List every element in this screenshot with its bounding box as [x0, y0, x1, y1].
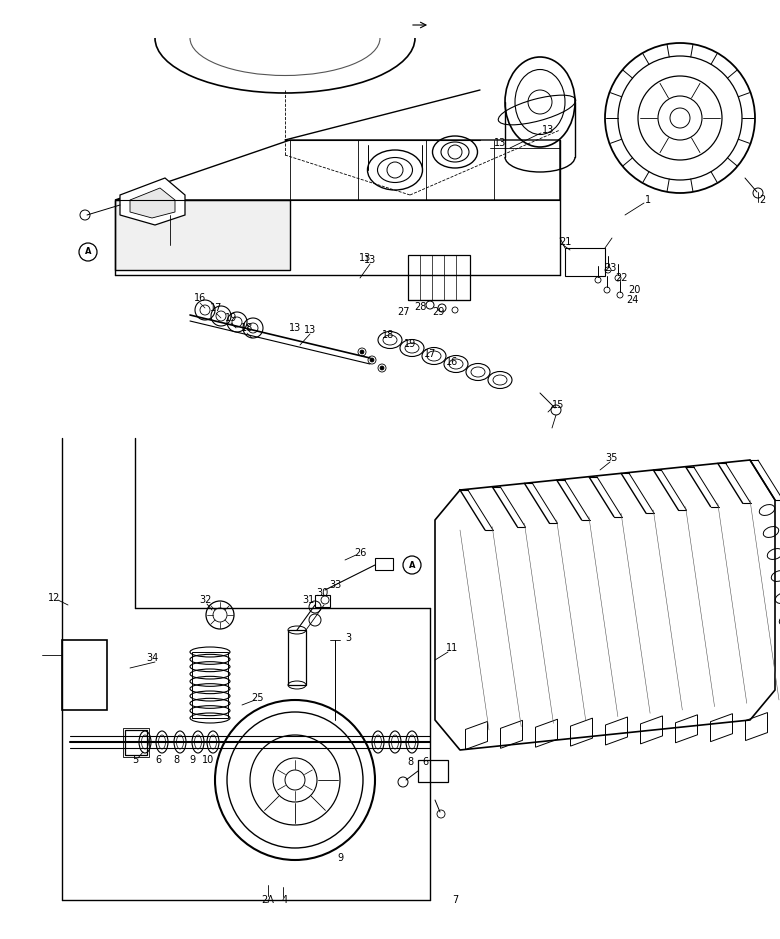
Bar	[565, 248, 605, 276]
Circle shape	[380, 366, 384, 370]
Text: 27: 27	[397, 307, 410, 317]
Text: 7: 7	[452, 895, 458, 905]
Text: 5: 5	[132, 755, 138, 765]
Text: 13: 13	[304, 325, 316, 335]
Text: 32: 32	[199, 595, 211, 605]
Bar	[288, 630, 306, 685]
Polygon shape	[130, 188, 175, 218]
Bar	[375, 558, 393, 570]
Text: 17: 17	[424, 349, 436, 359]
Text: 22: 22	[615, 273, 628, 283]
Text: 28: 28	[414, 302, 426, 312]
Text: 21: 21	[558, 237, 571, 247]
Text: A: A	[85, 248, 91, 256]
Polygon shape	[115, 200, 290, 270]
Polygon shape	[746, 713, 768, 741]
Text: 9: 9	[337, 853, 343, 863]
Text: 26: 26	[354, 548, 366, 558]
Text: 1: 1	[645, 195, 651, 205]
Text: 13: 13	[494, 138, 506, 148]
Text: 4: 4	[282, 895, 288, 905]
Text: 13: 13	[542, 125, 554, 135]
Polygon shape	[501, 720, 523, 748]
Text: 16: 16	[446, 357, 458, 367]
Text: 25: 25	[252, 693, 264, 703]
Text: 13: 13	[289, 323, 301, 333]
Text: 33: 33	[329, 580, 341, 590]
Bar	[418, 760, 448, 782]
Bar	[315, 595, 330, 607]
Text: 11: 11	[446, 643, 458, 653]
Text: 16: 16	[194, 293, 206, 303]
Circle shape	[370, 358, 374, 362]
Text: 34: 34	[146, 653, 158, 663]
Text: 13: 13	[364, 255, 376, 265]
Text: 24: 24	[626, 295, 638, 305]
Text: 9: 9	[189, 755, 195, 765]
Polygon shape	[640, 716, 662, 744]
Text: 18: 18	[241, 323, 254, 333]
Text: A: A	[409, 561, 415, 569]
Text: 12: 12	[48, 593, 60, 603]
Text: 2A: 2A	[261, 895, 275, 905]
Polygon shape	[605, 717, 627, 745]
Polygon shape	[711, 714, 732, 742]
Text: 35: 35	[606, 453, 619, 463]
Bar	[62, 640, 107, 710]
Text: 18: 18	[382, 330, 394, 340]
Text: 29: 29	[432, 307, 444, 317]
Bar	[125, 730, 147, 755]
Polygon shape	[675, 715, 697, 743]
Text: 6: 6	[422, 757, 428, 767]
Bar	[123, 728, 149, 757]
Polygon shape	[120, 178, 185, 225]
Text: 31: 31	[302, 595, 314, 605]
Text: 13: 13	[359, 253, 371, 263]
Text: 10: 10	[202, 755, 215, 765]
Text: 2: 2	[759, 195, 765, 205]
Text: 8: 8	[407, 757, 413, 767]
Text: 15: 15	[551, 400, 564, 410]
Circle shape	[360, 350, 364, 354]
Text: 17: 17	[210, 303, 222, 313]
Polygon shape	[466, 721, 488, 749]
Bar	[408, 255, 470, 300]
Text: 19: 19	[225, 313, 237, 323]
Polygon shape	[536, 719, 558, 747]
Text: 20: 20	[628, 285, 640, 295]
Text: 6: 6	[155, 755, 161, 765]
Polygon shape	[115, 140, 560, 200]
Text: 23: 23	[604, 263, 616, 273]
Bar	[192, 652, 228, 718]
Text: 3: 3	[345, 633, 351, 643]
Text: 30: 30	[316, 588, 328, 598]
Polygon shape	[570, 718, 593, 747]
Text: 19: 19	[404, 339, 416, 349]
Text: 8: 8	[173, 755, 179, 765]
